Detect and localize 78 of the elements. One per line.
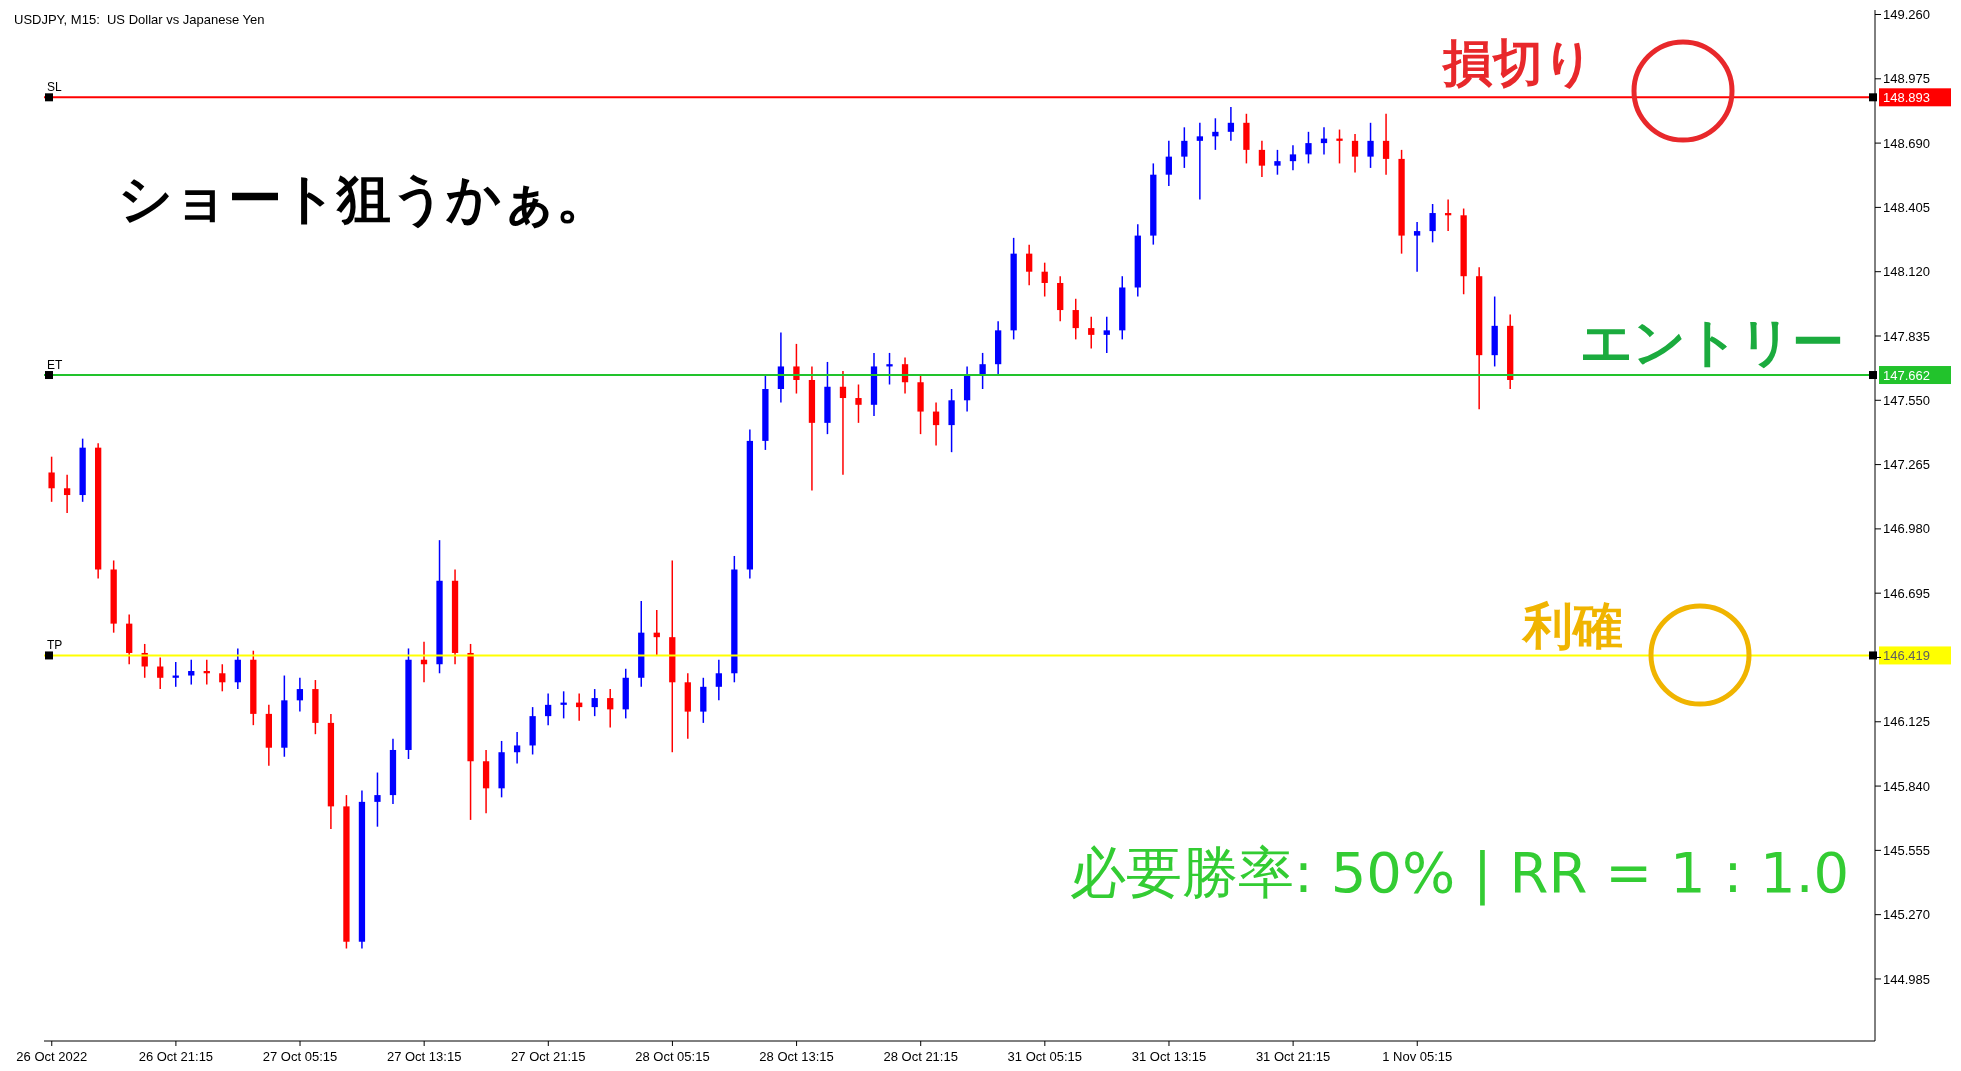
candlestick bbox=[1103, 316, 1110, 354]
y-tick-label: 148.690 bbox=[1883, 135, 1930, 151]
candlestick bbox=[545, 692, 552, 726]
candlestick bbox=[839, 370, 847, 476]
candlestick bbox=[1165, 140, 1172, 187]
candlestick bbox=[234, 647, 241, 690]
candlestick bbox=[1181, 126, 1188, 169]
candlestick bbox=[855, 383, 862, 424]
candlestick bbox=[1088, 316, 1095, 350]
candlestick bbox=[296, 677, 304, 713]
x-tick-label: 27 Oct 05:15 bbox=[262, 1049, 338, 1064]
y-tick-label: 147.835 bbox=[1883, 328, 1930, 344]
ref-line-label: ET bbox=[47, 358, 63, 373]
y-tick-label: 146.980 bbox=[1883, 521, 1930, 537]
candlestick bbox=[591, 688, 598, 717]
candlestick bbox=[513, 731, 521, 765]
y-tick-label: 146.125 bbox=[1883, 714, 1930, 730]
candlestick bbox=[48, 455, 55, 503]
candlestick bbox=[793, 343, 800, 395]
y-tick-label: 147.550 bbox=[1883, 392, 1930, 408]
candlestick bbox=[1258, 140, 1266, 178]
x-tick-label: 31 Oct 13:15 bbox=[1131, 1049, 1207, 1064]
x-tick-label: 27 Oct 13:15 bbox=[386, 1049, 462, 1064]
text: 148.893 bbox=[1883, 90, 1930, 106]
candlestick bbox=[886, 352, 893, 386]
candlestick bbox=[1196, 122, 1204, 201]
y-tick-label: 148.405 bbox=[1883, 200, 1930, 216]
candlestick bbox=[1026, 243, 1033, 286]
chart-title: USDJPY, M15: US Dollar vs Japanese Yen bbox=[14, 12, 265, 27]
candlestick bbox=[63, 473, 71, 514]
candlestick bbox=[1382, 113, 1390, 176]
annotation: エントリー bbox=[1580, 311, 1844, 374]
y-tick-label: 149.260 bbox=[1883, 7, 1930, 23]
x-tick-label: 26 Oct 21:15 bbox=[138, 1049, 214, 1064]
ref-line-label: TP bbox=[47, 638, 63, 653]
candlestick bbox=[1367, 122, 1374, 169]
y-tick-label: 147.265 bbox=[1883, 457, 1930, 473]
candlestick bbox=[715, 658, 722, 702]
candlestick bbox=[1305, 131, 1312, 165]
candlestick bbox=[1072, 298, 1079, 341]
x-tick-label: 31 Oct 05:15 bbox=[1007, 1049, 1083, 1064]
x-tick-label: 28 Oct 21:15 bbox=[883, 1049, 958, 1064]
y-tick-label: 146.695 bbox=[1883, 585, 1930, 601]
y-tick-label: 145.555 bbox=[1883, 842, 1930, 858]
annotation: 利確 bbox=[1523, 596, 1623, 657]
y-tick-label: 145.840 bbox=[1883, 778, 1930, 794]
x-tick-label: 28 Oct 13:15 bbox=[759, 1049, 834, 1064]
candlestick bbox=[157, 656, 164, 690]
ref-line-label: SL bbox=[47, 80, 62, 95]
annotation: 損切り bbox=[1443, 33, 1594, 94]
y-tick-label: 148.975 bbox=[1883, 71, 1930, 87]
candlestick bbox=[219, 663, 226, 693]
candlestick bbox=[1351, 133, 1359, 174]
candlestick bbox=[979, 352, 986, 390]
x-tick-label: 28 Oct 05:15 bbox=[635, 1049, 710, 1064]
annotation: ショート狙うかぁ。 bbox=[118, 166, 610, 232]
candlestick bbox=[1041, 261, 1048, 298]
y-tick-label: 144.985 bbox=[1883, 971, 1930, 987]
annotation: 必要勝率: 50% | RR = 1 : 1.0 bbox=[1070, 839, 1850, 908]
x-tick-label: 27 Oct 21:15 bbox=[511, 1049, 586, 1064]
candlestick bbox=[1289, 144, 1297, 171]
x-tick-label: 26 Oct 2022 bbox=[16, 1049, 88, 1064]
candlestick bbox=[374, 771, 381, 828]
candlestick bbox=[1212, 117, 1219, 151]
x-tick-label: 1 Nov 05:15 bbox=[1382, 1049, 1453, 1064]
candlestick bbox=[1336, 128, 1343, 165]
candlestick bbox=[1429, 203, 1436, 244]
candlestick bbox=[932, 401, 940, 447]
text: 147.662 bbox=[1883, 368, 1930, 384]
candlestick bbox=[188, 658, 195, 686]
y-tick-label: 145.270 bbox=[1883, 907, 1930, 923]
text: 146.419 bbox=[1883, 648, 1930, 664]
x-tick-label: 31 Oct 21:15 bbox=[1255, 1049, 1331, 1064]
y-tick-label: 148.120 bbox=[1883, 264, 1930, 280]
candlestick bbox=[607, 688, 614, 729]
candlestick bbox=[1227, 106, 1235, 142]
candlestick bbox=[1274, 149, 1281, 176]
candlestick bbox=[1413, 221, 1421, 273]
